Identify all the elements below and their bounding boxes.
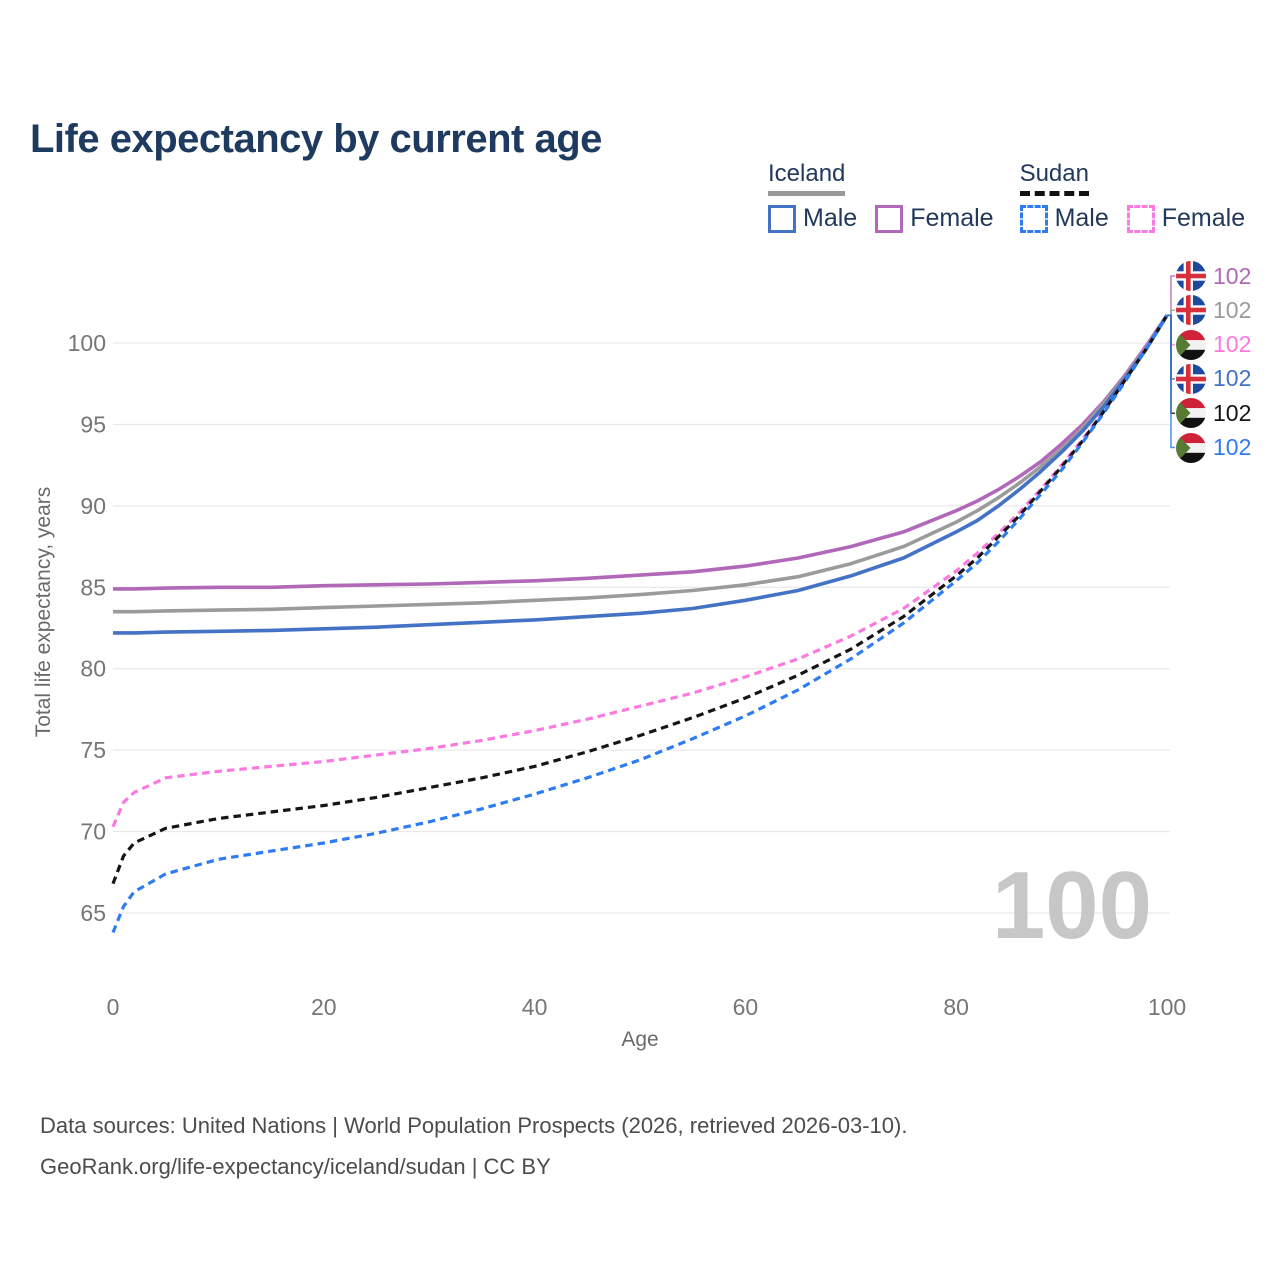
x-tick-label: 80 [943, 994, 969, 1020]
legend-item-label: Female [910, 204, 994, 232]
x-tick-label: 0 [107, 994, 120, 1020]
y-tick-label: 70 [80, 819, 106, 845]
age-watermark: 100 [991, 852, 1152, 959]
y-tick-label: 95 [80, 411, 106, 437]
x-axis-title: Age [621, 1028, 659, 1051]
legend-country-label: Sudan [1019, 160, 1089, 196]
legend-item-label: Female [1161, 204, 1246, 232]
legend-swatch-solid-icon [875, 204, 904, 233]
legend-country-label: Iceland [768, 160, 846, 196]
legend-item-label: Male [803, 204, 858, 232]
legend-swatch-dashed-icon [1019, 204, 1048, 233]
series-line-iceland-both [113, 314, 1169, 614]
legend-swatch-solid-icon [768, 204, 796, 233]
x-tick-label: 60 [733, 994, 759, 1020]
legend-swatch-dashed-icon [1126, 204, 1155, 233]
y-tick-label: 85 [80, 574, 106, 600]
series-line-sudan-both [111, 314, 1169, 885]
chart-legend: Iceland Male Female Sudan Male Female [768, 160, 1245, 233]
x-tick-label: 40 [522, 994, 548, 1020]
page-title: Life expectancy by current age [30, 116, 602, 161]
series-line-sudan-male [111, 314, 1169, 934]
legend-group-iceland: Iceland Male Female [768, 160, 994, 233]
y-tick-label: 90 [80, 493, 106, 519]
legend-item-sudan-female: Female [1126, 204, 1246, 233]
y-tick-label: 100 [68, 330, 106, 356]
legend-item-label: Male [1054, 204, 1109, 232]
y-tick-label: 65 [80, 900, 106, 926]
legend-item-sudan-male: Male [1019, 204, 1109, 233]
end-label-connector-iceland-female [1167, 275, 1175, 317]
series-line-iceland-female [113, 314, 1169, 591]
series-line-sudan-female [111, 314, 1169, 828]
footer-sources-line: Data sources: United Nations | World Pop… [40, 1113, 908, 1138]
x-tick-label: 20 [311, 994, 337, 1020]
y-axis-title: Total life expectancy, years [32, 486, 55, 738]
legend-item-iceland-male: Male [768, 204, 857, 233]
y-tick-label: 80 [80, 656, 106, 682]
series-line-iceland-male [113, 314, 1169, 635]
x-tick-label: 100 [1148, 994, 1186, 1020]
legend-item-iceland-female: Female [875, 204, 994, 233]
footer: Data sources: United Nations | World Pop… [40, 1106, 907, 1187]
legend-group-sudan: Sudan Male Female [1019, 160, 1246, 233]
y-tick-label: 75 [80, 737, 106, 763]
end-label-connector-sudan-male [1167, 314, 1175, 449]
footer-attribution-line: GeoRank.org/life-expectancy/iceland/suda… [40, 1153, 551, 1179]
